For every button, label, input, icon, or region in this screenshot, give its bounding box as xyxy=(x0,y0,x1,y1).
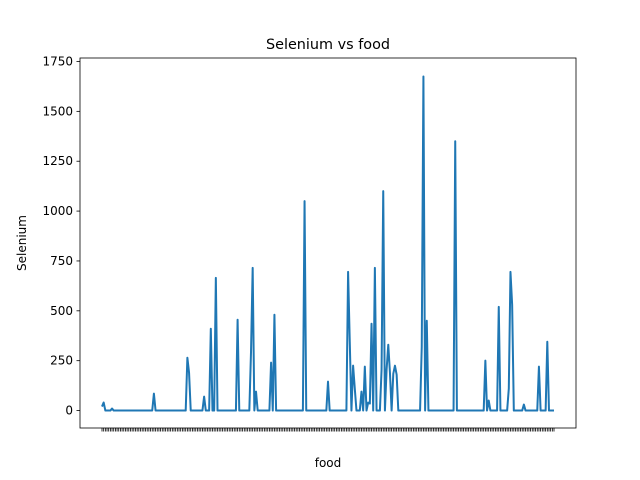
y-tick-label: 1250 xyxy=(42,154,73,168)
x-axis-label: food xyxy=(315,456,342,470)
y-axis-label: Selenium xyxy=(15,215,29,271)
y-tick-label: 1500 xyxy=(42,104,73,118)
chart-title: Selenium vs food xyxy=(266,37,390,53)
plot-frame xyxy=(79,57,577,429)
y-ticks: 0 250 500 750 1000 1250 1500 1750 xyxy=(42,54,80,418)
x-ticks xyxy=(101,428,555,432)
y-tick-label: 750 xyxy=(50,254,73,268)
y-tick-label: 250 xyxy=(50,354,73,368)
y-tick-label: 1750 xyxy=(42,54,73,68)
series-line xyxy=(101,75,554,412)
y-tick-label: 0 xyxy=(65,404,73,418)
y-tick-label: 1000 xyxy=(42,204,73,218)
y-tick-label: 500 xyxy=(50,304,73,318)
